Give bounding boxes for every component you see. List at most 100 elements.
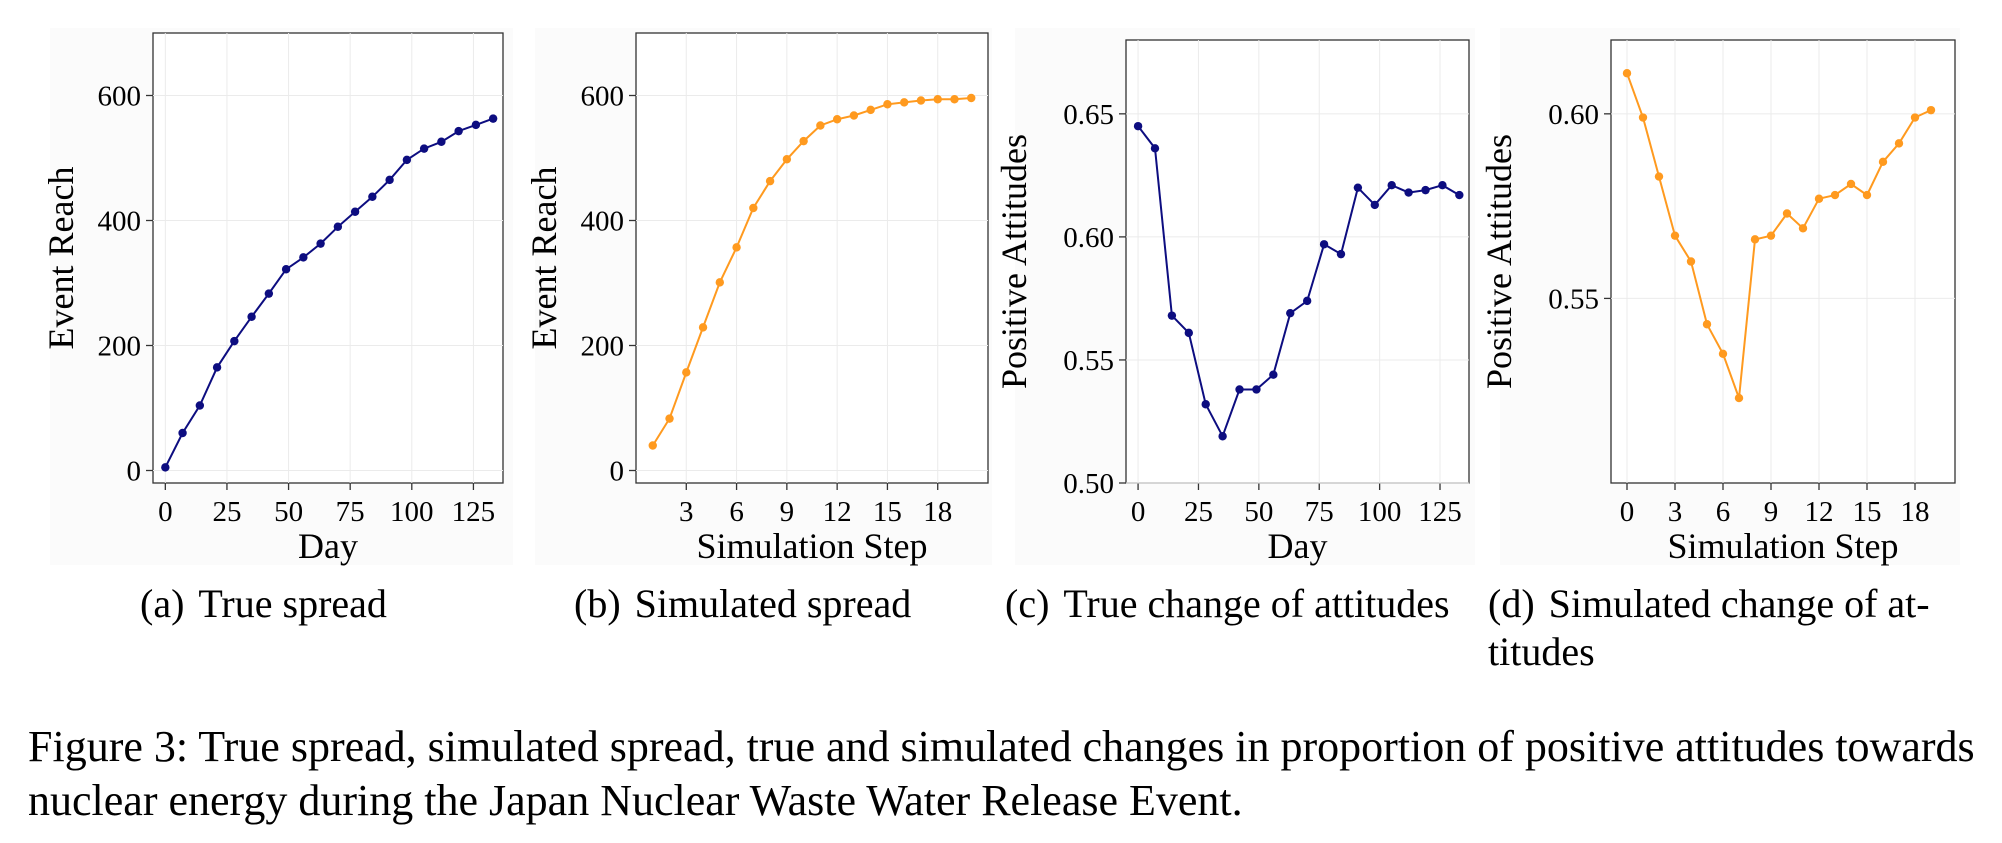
chart-a-data-point (195, 401, 205, 410)
chart-a-x-tick-label: 25 (212, 496, 241, 528)
chart-c-y-tick-label: 0.50 (1063, 468, 1114, 500)
chart-b-data-point (883, 100, 892, 109)
chart-d-x-tick-label: 0 (1620, 496, 1635, 528)
chart-d-data-point (1686, 257, 1696, 266)
subcaption-b-text: Simulated spread (634, 581, 912, 626)
chart-c-y-tick-label: 0.55 (1063, 345, 1114, 377)
chart-c-data-point (1133, 121, 1143, 131)
chart-d-data-point (1782, 209, 1792, 218)
chart-b-y-tick-label: 600 (581, 81, 625, 113)
chart-d-y-tick-label: 0.60 (1548, 99, 1599, 131)
chart-a-x-axis-label: Day (298, 526, 358, 566)
chart-a-plot-area (152, 32, 504, 484)
chart-b-plot-area (635, 32, 989, 484)
chart-d-x-axis-label: Simulation Step (1667, 526, 1898, 566)
subcaption-b-label: (b) (574, 581, 621, 626)
chart-c-x-tick-label: 50 (1244, 496, 1273, 528)
chart-a-data-point (402, 155, 412, 165)
chart-a-data-point (333, 222, 343, 231)
chart-b-data-point (782, 155, 792, 164)
chart-b-y-tick-label: 0 (610, 456, 625, 488)
chart-c-data-point (1150, 144, 1160, 153)
chart-b-data-point (732, 243, 741, 252)
chart-d-series-line (1626, 72, 1932, 399)
chart-b-data-point (832, 115, 842, 124)
chart-b-x-tick-label: 6 (729, 496, 744, 528)
chart-d-data-point (1734, 393, 1744, 403)
chart-d-data-point (1830, 190, 1840, 200)
chart-a-data-point (316, 239, 325, 248)
chart-d-data-point (1926, 105, 1936, 115)
chart-c-x-tick-label: 100 (1358, 496, 1402, 528)
chart-b-data-point (765, 176, 775, 186)
subcaption-a: (a) True spread (140, 580, 387, 628)
chart-a-data-point (178, 428, 187, 438)
chart-b-data-point (967, 93, 976, 103)
chart-b-y-axis-label: Event Reach (524, 167, 564, 350)
subcaption-d: (d) Simulated change of at-titudes (1488, 580, 1988, 676)
chart-c-data-point (1235, 385, 1244, 394)
chart-d-data-point (1910, 113, 1920, 122)
chart-d-data-point (1862, 190, 1872, 200)
chart-d-data-point (1878, 157, 1888, 167)
chart-c-data-point (1336, 249, 1346, 259)
chart-a-data-point (437, 137, 446, 146)
chart-a-data-point (350, 207, 360, 216)
chart-d-y-tick-label: 0.55 (1548, 283, 1599, 315)
chart-a-x-tick-label: 125 (452, 496, 496, 528)
chart-c-data-point (1421, 185, 1430, 195)
subcaption-b: (b) Simulated spread (574, 580, 911, 628)
chart-d-data-point (1718, 349, 1728, 358)
chart-a-data-point (419, 144, 429, 153)
chart-d-data-point (1766, 231, 1776, 240)
chart-b-data-point (866, 105, 875, 115)
chart-c-data-point (1201, 400, 1210, 409)
chart-b-data-point (816, 121, 825, 130)
chart-c-data-point (1438, 181, 1447, 190)
chart-b-data-point (749, 203, 758, 213)
chart-c-y-tick-label: 0.60 (1063, 222, 1114, 254)
chart-a-data-point (488, 114, 498, 123)
chart-b-x-tick-label: 15 (873, 496, 902, 528)
chart-c-data-point (1455, 190, 1464, 200)
chart-c-data-point (1184, 328, 1194, 338)
chart-d-x-tick-label: 15 (1853, 496, 1882, 528)
chart-d-x-tick-label: 9 (1764, 496, 1779, 528)
chart-d-x-tick-label: 3 (1668, 496, 1683, 528)
chart-d-data-point (1622, 69, 1632, 78)
chart-c-x-axis-label: Day (1268, 526, 1328, 566)
chart-b-x-axis-label: Simulation Step (696, 526, 927, 566)
subcaption-c-text: True change of attitudes (1063, 581, 1450, 626)
chart-d-data-point (1670, 231, 1680, 240)
chart-b-data-point (715, 278, 725, 287)
subcaption-d-label: (d) (1488, 581, 1535, 626)
chart-d-data-point (1702, 320, 1712, 329)
chart-c-y-axis-label: Positive Attitudes (994, 134, 1034, 389)
chart-a-data-point (247, 312, 256, 321)
chart-a-y-axis-label: Event Reach (41, 167, 81, 350)
chart-d-x-tick-label: 12 (1805, 496, 1834, 528)
chart-a-data-point (161, 463, 170, 472)
chart-a-data-point (385, 175, 394, 185)
chart-b-x-tick-label: 9 (780, 496, 795, 528)
chart-d-x-tick-label: 6 (1716, 496, 1731, 528)
chart-d: 0 3 6 9 12 15 18 0.55 0.60 Simulation Step Positiv… (1479, 28, 1960, 566)
chart-b-data-point (933, 95, 942, 104)
chart-b-data-point (648, 441, 657, 450)
chart-c-data-point (1370, 200, 1379, 210)
chart-a-data-point (454, 126, 463, 136)
chart-c-data-point (1252, 385, 1261, 394)
chart-a-data-point (212, 363, 222, 372)
subcaption-c: (c) True change of attitudes (1005, 580, 1450, 628)
chart-a-data-point (368, 192, 377, 201)
chart-b-data-point (799, 136, 808, 146)
chart-a-data-point (264, 289, 274, 298)
chart-b-data-point (916, 96, 926, 105)
subcaption-a-label: (a) (140, 581, 185, 626)
chart-b-data-point (682, 368, 691, 377)
chart-a-x-tick-label: 75 (336, 496, 365, 528)
subcaption-c-label: (c) (1005, 581, 1050, 626)
chart-c-x-tick-label: 125 (1418, 496, 1462, 528)
chart-b-data-point (899, 98, 909, 107)
